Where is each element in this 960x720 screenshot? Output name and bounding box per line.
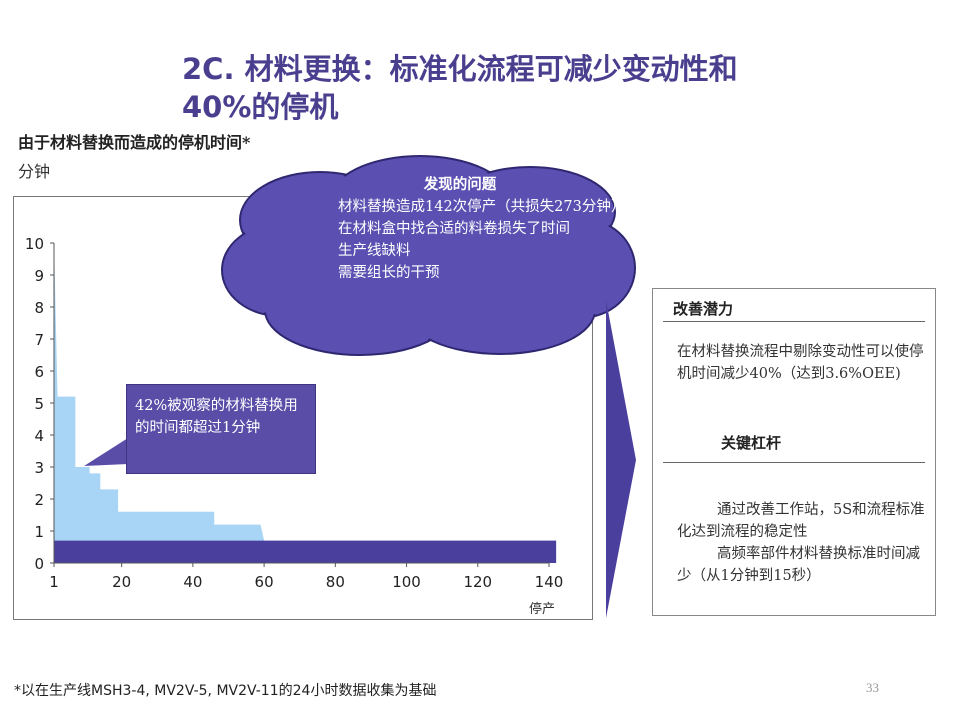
panel-divider-2: [663, 462, 925, 463]
issue-item-3: 生产线缺料: [338, 243, 411, 259]
key-lever-1: 通过改善工作站，5S和流程标准化达到流程的稳定性: [677, 502, 925, 540]
series-area-1: [54, 243, 557, 563]
panel-pointer-arrow: [606, 300, 636, 618]
key-levers-list: 通过改善工作站，5S和流程标准化达到流程的稳定性 高频率部件材料替换标准时间减少…: [677, 499, 927, 587]
y-tick-label-0: 0: [34, 555, 44, 573]
issues-heading: 发现的问题: [423, 176, 497, 193]
key-lever-2: 高频率部件材料替换标准时间减少（从1分钟到15秒）: [677, 546, 920, 584]
observation-callout: 42%被观察的材料替换用的时间都超过1分钟: [126, 384, 316, 474]
y-tick-label-7: 7: [34, 331, 44, 349]
issue-item-4: 需要组长的干预: [338, 265, 440, 281]
improvement-potential-heading: 改善潜力: [673, 300, 734, 318]
issues-cloud-text: 发现的问题 材料替换造成142次停产（共损失273分钟） 在材料盒中找合适的料卷…: [300, 174, 626, 284]
x-tick-label-1: 1: [49, 573, 59, 591]
y-tick-label-1: 1: [34, 523, 44, 541]
improvement-panel: 改善潜力 在材料替换流程中剔除变动性可以使停机时间减少40%（达到3.6%OEE…: [652, 288, 936, 616]
issue-item-2: 在材料盒中找合适的料卷损失了时间: [338, 221, 570, 237]
slide-title-line-2: 40%的停机: [182, 90, 339, 124]
y-tick-label-9: 9: [34, 267, 44, 285]
x-tick-label-40: 40: [183, 573, 202, 591]
x-axis-label: 停产: [529, 601, 555, 617]
x-tick-label-80: 80: [326, 573, 345, 591]
footnote: *以在生产线MSH3-4, MV2V-5, MV2V-11的24小时数据收集为基…: [14, 683, 437, 699]
slide-title-line-1: 2C. 材料更换：标准化流程可减少变动性和: [182, 52, 738, 86]
callout-pointer: [84, 438, 128, 466]
chart-subtitle: 由于材料替换而造成的停机时间*: [18, 133, 251, 152]
page-number: 33: [866, 680, 879, 695]
y-tick-label-4: 4: [34, 427, 44, 445]
panel-divider-1: [663, 321, 925, 322]
x-tick-label-100: 100: [392, 573, 421, 591]
improvement-potential-text: 在材料替换流程中剔除变动性可以使停机时间减少40%（达到3.6%OEE): [677, 344, 924, 382]
issues-cloud: [221, 155, 636, 356]
key-levers-heading: 关键杠杆: [721, 434, 782, 452]
y-tick-label-10: 10: [25, 235, 44, 253]
series-area-2: [54, 540, 557, 563]
chart-unit-label: 分钟: [18, 162, 51, 181]
issue-item-1: 材料替换造成142次停产（共损失273分钟）: [338, 199, 626, 215]
y-tick-label-5: 5: [34, 395, 44, 413]
x-tick-label-120: 120: [463, 573, 492, 591]
x-tick-label-140: 140: [535, 573, 564, 591]
slide-title: 2C. 材料更换：标准化流程可减少变动性和 40%的停机: [182, 50, 882, 126]
y-tick-label-6: 6: [34, 363, 44, 381]
y-tick-label-8: 8: [34, 299, 44, 317]
x-tick-label-20: 20: [112, 573, 131, 591]
y-tick-label-2: 2: [34, 491, 44, 509]
x-tick-label-60: 60: [255, 573, 274, 591]
y-tick-label-3: 3: [34, 459, 44, 477]
